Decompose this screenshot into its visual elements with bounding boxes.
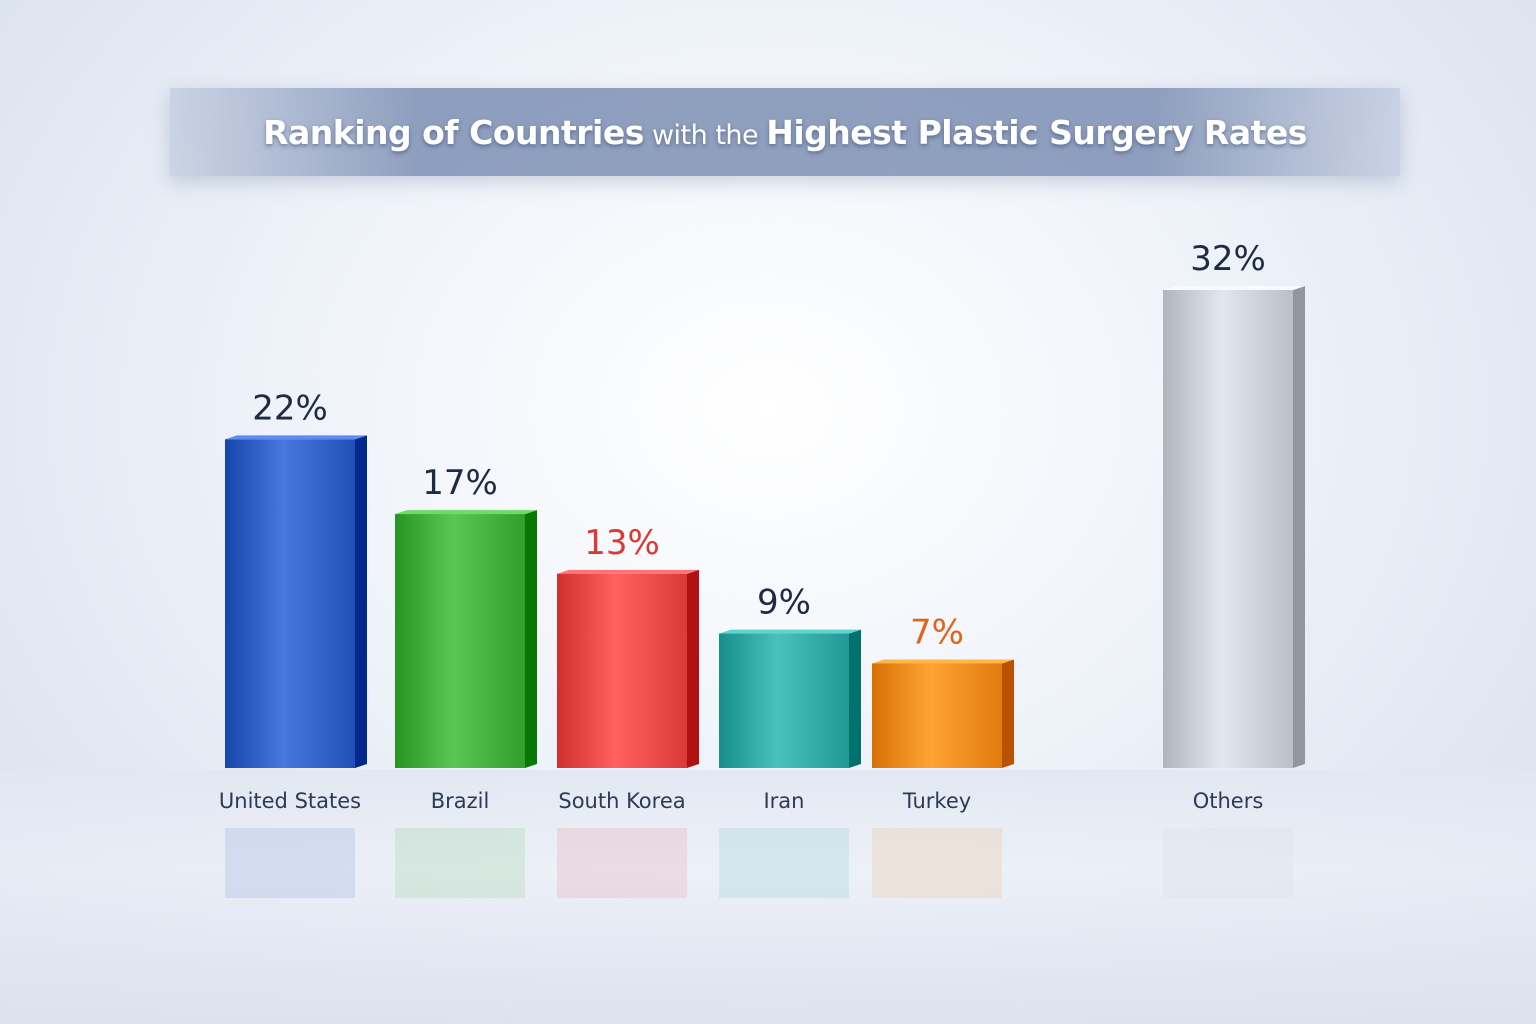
bar-turkey (872, 659, 1014, 898)
bar-front-south-korea (557, 573, 687, 768)
category-label-others: Others (1193, 789, 1264, 813)
bar-front-others (1163, 290, 1293, 768)
title-banner: Ranking of Countries with the Highest Pl… (170, 88, 1400, 176)
bar-reflection-south-korea (557, 828, 687, 898)
bar-reflection-brazil (395, 828, 525, 898)
category-label-united-states: United States (219, 789, 361, 813)
bar-reflection-others (1163, 828, 1293, 898)
bar-united-states (225, 435, 367, 898)
chart-floor (0, 770, 1536, 1024)
bar-side-brazil (525, 510, 537, 768)
bar-side-south-korea (687, 569, 699, 768)
bar-south-korea (557, 569, 699, 898)
bar-brazil (395, 510, 537, 898)
bar-top-united-states (225, 435, 367, 440)
category-label-turkey: Turkey (902, 789, 971, 813)
bar-front-brazil (395, 514, 525, 768)
bar-reflection-iran (719, 828, 849, 898)
value-label-south-korea: 13% (584, 523, 660, 563)
value-label-turkey: 7% (910, 612, 964, 652)
bar-iran (719, 629, 861, 898)
value-label-iran: 9% (757, 583, 811, 623)
bar-side-united-states (355, 435, 367, 768)
bar-reflection-united-states (225, 828, 355, 898)
chart-title: Ranking of Countries with the Highest Pl… (263, 112, 1307, 152)
bar-side-others (1293, 286, 1305, 768)
bar-front-turkey (872, 663, 1002, 768)
category-label-brazil: Brazil (431, 789, 490, 813)
value-label-united-states: 22% (252, 388, 328, 428)
bar-top-brazil (395, 510, 537, 515)
value-label-others: 32% (1190, 239, 1266, 279)
bar-reflection-turkey (872, 828, 1002, 898)
bar-top-iran (719, 629, 861, 634)
bar-top-turkey (872, 659, 1014, 664)
bar-front-united-states (225, 439, 355, 768)
value-label-brazil: 17% (422, 463, 498, 503)
bar-others (1163, 286, 1305, 898)
bar-top-south-korea (557, 569, 699, 574)
bar-side-iran (849, 629, 861, 768)
bar-side-turkey (1002, 659, 1014, 768)
category-label-iran: Iran (763, 789, 804, 813)
bar-top-others (1163, 286, 1305, 290)
category-label-south-korea: South Korea (558, 789, 685, 813)
bar-front-iran (719, 633, 849, 768)
